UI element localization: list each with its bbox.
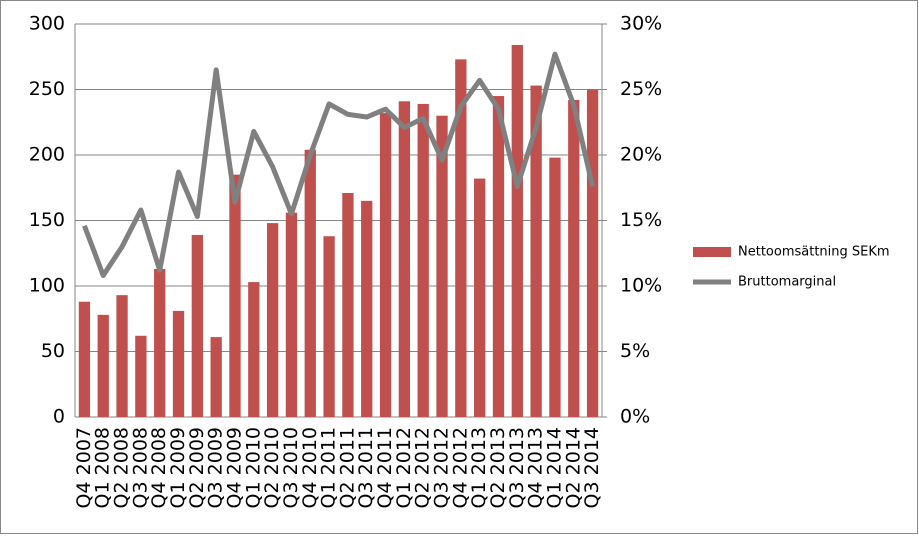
bar (530, 85, 542, 417)
legend-swatch (693, 247, 731, 257)
x-tick-label: Q4 2008 (148, 427, 170, 508)
x-tick-label: Q2 2012 (412, 427, 434, 508)
y-tick-label: 0 (53, 406, 65, 428)
bar (285, 212, 298, 417)
legend-label: Bruttomarginal (738, 275, 836, 290)
bar (417, 103, 429, 417)
x-tick-label: Q1 2014 (543, 427, 565, 508)
x-tick-label: Q2 2014 (562, 427, 584, 508)
bar (116, 295, 128, 417)
x-tick-label: Q1 2013 (468, 427, 490, 508)
bar (492, 96, 505, 418)
bar (455, 59, 467, 418)
bar (154, 268, 166, 417)
bar (436, 115, 448, 417)
bar (398, 101, 411, 417)
bar (323, 236, 335, 417)
bar (474, 178, 486, 417)
bar (266, 223, 279, 417)
x-tick-label: Q2 2010 (261, 427, 283, 508)
y2-tick-label: 20% (620, 144, 662, 166)
y-tick-label: 250 (29, 78, 65, 100)
x-tick-label: Q3 2014 (581, 427, 603, 508)
bar (135, 335, 147, 417)
y2-tick-label: 30% (620, 13, 662, 35)
x-tick-label: Q3 2009 (205, 427, 227, 508)
bar (549, 157, 561, 417)
x-tick-label: Q2 2008 (111, 427, 133, 508)
bar (361, 200, 373, 417)
x-tick-label: Q4 2010 (299, 427, 321, 508)
y-tick-label: 50 (41, 340, 65, 362)
x-tick-label: Q1 2009 (167, 427, 189, 508)
bar (342, 192, 354, 417)
x-tick-label: Q3 2010 (280, 427, 302, 508)
bar (191, 234, 203, 417)
y2-tick-label: 5% (620, 340, 650, 362)
x-tick-label: Q4 2011 (374, 427, 396, 508)
y2-tick-label: 0% (620, 406, 650, 428)
bar (97, 314, 109, 417)
y-tick-label: 300 (29, 13, 65, 35)
x-tick-label: Q4 2007 (73, 427, 95, 508)
x-tick-label: Q3 2011 (355, 427, 377, 508)
bar (511, 44, 523, 418)
x-tick-label: Q2 2013 (487, 427, 509, 508)
bar (248, 282, 260, 417)
y-tick-label: 100 (29, 275, 65, 297)
y2-tick-label: 25% (620, 78, 662, 100)
x-tick-label: Q1 2011 (318, 427, 340, 508)
x-tick-label: Q3 2008 (129, 427, 151, 508)
bar (78, 301, 91, 417)
x-tick-label: Q1 2008 (92, 427, 114, 508)
bar (229, 174, 241, 417)
x-tick-label: Q1 2010 (242, 427, 264, 508)
bar (586, 89, 599, 417)
x-tick-label: Q2 2011 (336, 427, 358, 508)
x-tick-label: Q3 2013 (506, 427, 528, 508)
bar (304, 149, 316, 417)
bar (210, 337, 222, 417)
x-tick-label: Q4 2012 (449, 427, 471, 508)
legend: Nettoomsättning SEKm Bruttomarginal (693, 245, 890, 290)
x-tick-label: Q4 2009 (223, 427, 245, 508)
legend-label: Nettoomsättning SEKm (738, 245, 890, 260)
y-tick-label: 200 (29, 144, 65, 166)
bar (379, 113, 392, 417)
line (82, 51, 596, 279)
x-tick-label: Q1 2012 (393, 427, 415, 508)
bar (172, 310, 185, 417)
x-tick-label: Q3 2012 (431, 427, 453, 508)
x-tick-label: Q2 2009 (186, 427, 208, 508)
y2-tick-label: 10% (620, 275, 662, 297)
bar (568, 99, 580, 417)
x-tick-label: Q4 2013 (525, 427, 547, 508)
y-tick-label: 150 (29, 209, 65, 231)
y2-tick-label: 15% (620, 209, 662, 231)
